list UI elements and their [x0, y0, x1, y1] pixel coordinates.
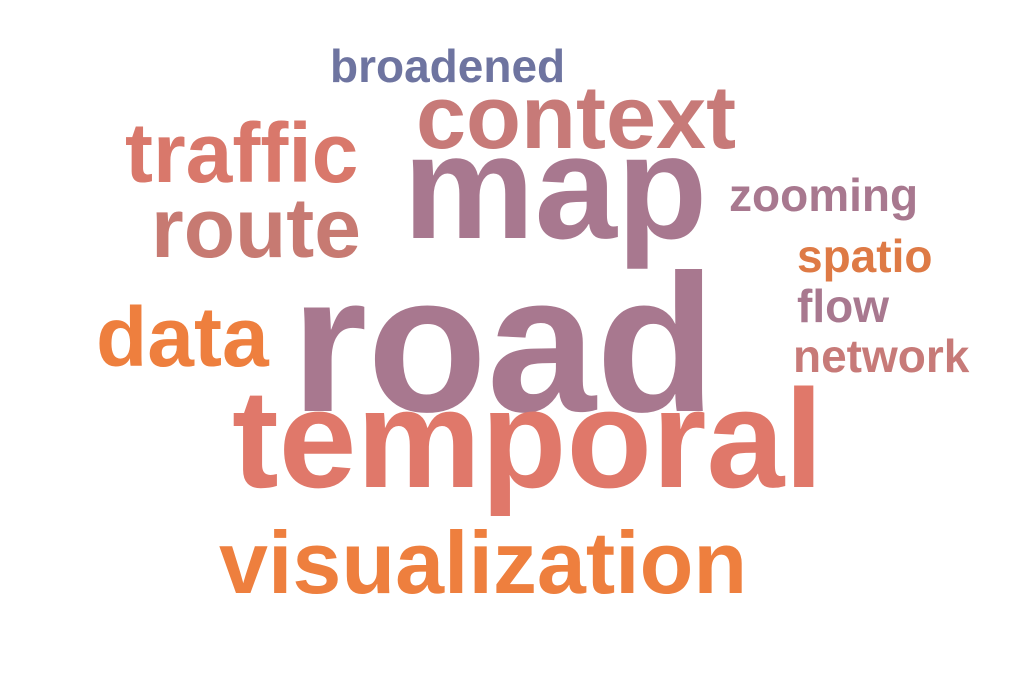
word-data: data [96, 290, 269, 384]
word-network: network [793, 330, 970, 382]
word-flow: flow [797, 280, 889, 332]
word-temporal: temporal [232, 360, 824, 517]
word-road: road [291, 234, 716, 453]
word-broadened: broadened [330, 40, 566, 92]
word-zooming: zooming [729, 169, 919, 221]
word-traffic: traffic [125, 106, 359, 200]
word-map: map [403, 105, 708, 270]
word-route: route [151, 181, 361, 275]
word-spatio: spatio [797, 230, 933, 282]
word-context: context [416, 68, 737, 168]
word-visualization: visualization [219, 513, 748, 612]
